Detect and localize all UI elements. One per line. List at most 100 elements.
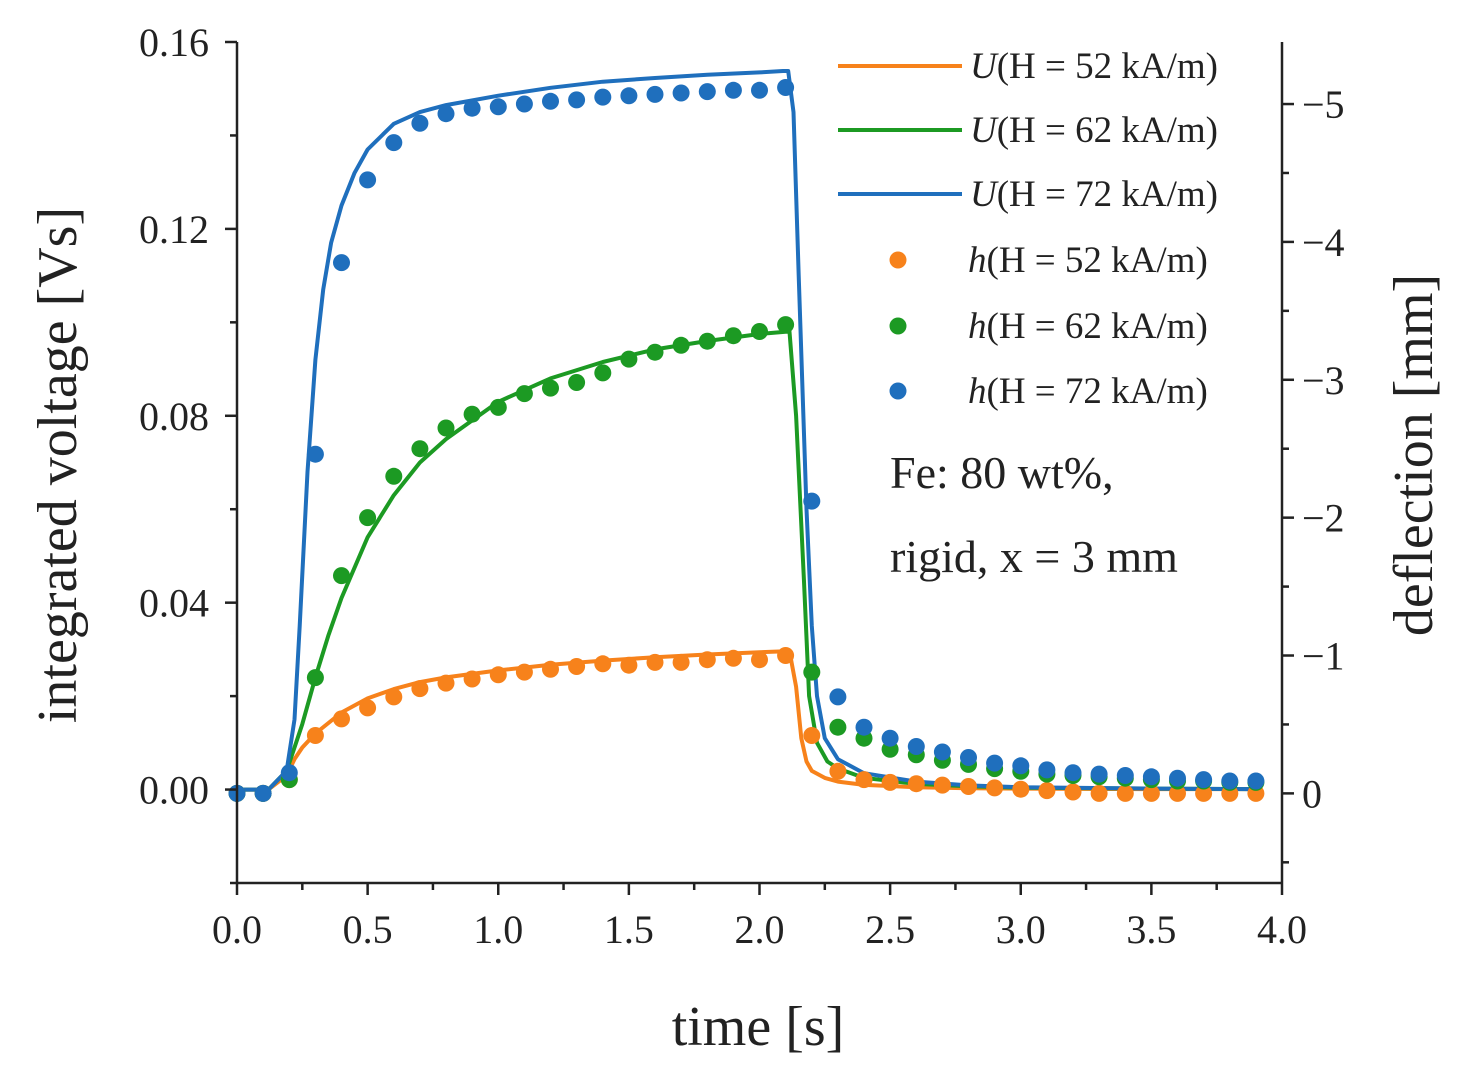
legend-label: U(H = 62 kA/m) [970, 110, 1218, 151]
series-3-point [1090, 784, 1108, 802]
x-tick-label: 1.0 [473, 907, 523, 952]
series-3-point [620, 656, 638, 674]
legend-label: U(H = 52 kA/m) [970, 46, 1218, 87]
ticks-layer: 0.0 0.5 1.0 1.5 2.0 2.5 3.0 3.5 4.0 0.00 0.04 0.08 0… [139, 20, 1345, 952]
series-5-point [515, 95, 533, 113]
x-tick-label: 0.0 [212, 907, 262, 952]
y-tick-label: 0.04 [139, 581, 209, 626]
y-tick-label: 0.12 [139, 207, 209, 252]
series-5-point [829, 688, 847, 706]
y-tick-label: 0.08 [139, 394, 209, 439]
series-5-point [411, 114, 429, 132]
series-5-point [1195, 771, 1213, 789]
series-3-point [437, 674, 455, 692]
series-3-point [646, 653, 664, 671]
series-4-point [333, 567, 350, 585]
series-3-point [724, 649, 742, 667]
series-3-point [568, 658, 586, 675]
annotation-line-2: rigid, x = 3 mm [890, 531, 1178, 582]
series-5-point [306, 445, 324, 463]
series-3-point [306, 727, 324, 744]
series-4-point [385, 467, 403, 485]
series-3-point [855, 771, 873, 789]
y-tick-label: 0.16 [139, 20, 209, 65]
series-3-point [672, 653, 690, 671]
series-4-point [594, 364, 612, 382]
series-5-point [463, 99, 481, 117]
legend-prefix: U [970, 110, 999, 151]
series-5-point [280, 764, 298, 782]
series-5-point [724, 81, 742, 99]
series-5-point [489, 98, 507, 116]
legend-text: (H = 72 kA/m) [997, 174, 1218, 215]
series-5-point [881, 729, 899, 747]
legend-label: U(H = 72 kA/m) [970, 174, 1218, 215]
series-3-point [515, 663, 533, 681]
series-3-point [542, 660, 559, 678]
series-5-point [751, 81, 768, 99]
y2-tick-label: −3 [1302, 358, 1345, 403]
series-5-point [620, 87, 638, 105]
series-3-point [385, 688, 403, 706]
series-5-point [568, 91, 586, 109]
legend-text: (H = 62 kA/m) [997, 110, 1218, 151]
series-5-point [986, 754, 1004, 772]
series-5-point [359, 171, 377, 189]
series-4-point [803, 663, 821, 681]
x-tick-label: 1.5 [604, 907, 654, 952]
series-3-point [829, 762, 847, 780]
x-axis-title: time [s] [672, 996, 845, 1058]
legend-marker-swatch [889, 317, 907, 335]
series-3-point [489, 666, 507, 684]
series-line-2 [235, 69, 1258, 792]
series-3-point [803, 727, 821, 744]
series-5-point [254, 784, 272, 802]
legend-marker-swatch [889, 382, 907, 400]
series-3-point [1142, 784, 1160, 802]
x-tick-label: 2.5 [865, 907, 915, 952]
legend-prefix: h [968, 306, 987, 347]
series-5-point [333, 254, 350, 272]
series-4-point [359, 509, 377, 527]
series-4-point [751, 323, 768, 340]
series-5-point [907, 738, 925, 755]
series-3-point [881, 773, 899, 791]
markers-layer [228, 79, 1265, 802]
legend-label: h(H = 52 kA/m) [968, 240, 1208, 281]
legend-prefix: h [968, 240, 987, 281]
y2-tick-label: −5 [1302, 82, 1345, 127]
axes [235, 42, 1284, 885]
series-5-point [437, 105, 455, 123]
legend-text: (H = 52 kA/m) [987, 240, 1208, 281]
series-5-point [1064, 764, 1082, 782]
series-3-point [1038, 782, 1056, 800]
series-3-point [960, 778, 977, 795]
series-4-point [437, 419, 455, 437]
series-3-point [698, 651, 716, 669]
series-5-point [960, 749, 977, 766]
legend-prefix: U [970, 46, 999, 87]
series-5-point [1221, 772, 1239, 790]
y-tick-label: 0.00 [139, 768, 209, 813]
series-3-point [933, 776, 951, 794]
series-3-point [1012, 780, 1030, 798]
series-5-point [803, 492, 821, 510]
y-axis-title: integrated voltage [Vs] [27, 207, 89, 723]
series-5-point [385, 134, 403, 152]
legend-text: (H = 62 kA/m) [987, 306, 1208, 347]
series-5-point [777, 79, 795, 96]
y2-axis-title: deflection [mm] [1383, 274, 1445, 636]
series-4-point [777, 316, 795, 334]
y2-tick-label: 0 [1302, 771, 1322, 816]
series-3-point [1064, 783, 1082, 801]
series-3-point [751, 651, 768, 669]
series-5-point [1012, 757, 1030, 775]
series-3-point [463, 670, 481, 688]
series-5-point [1090, 765, 1108, 783]
series-5-point [1038, 761, 1056, 779]
series-4-point [646, 343, 664, 361]
x-tick-label: 3.0 [996, 907, 1046, 952]
series-4-point [672, 336, 690, 354]
x-tick-label: 2.0 [735, 907, 785, 952]
